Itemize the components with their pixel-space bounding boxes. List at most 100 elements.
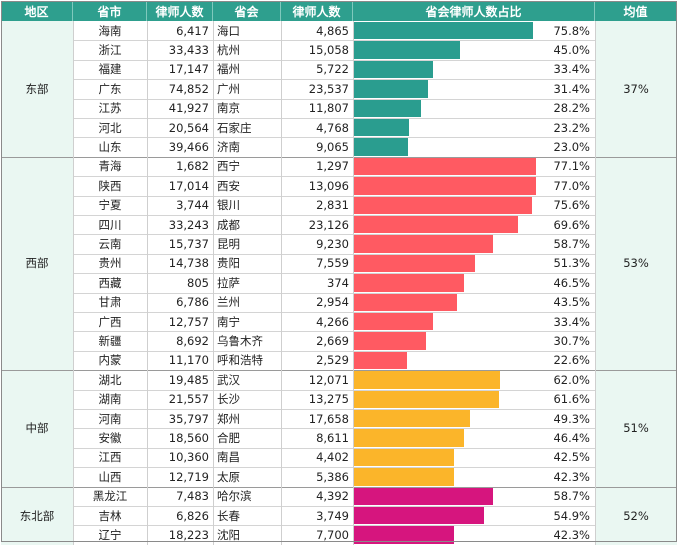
share-bar bbox=[354, 468, 454, 486]
capital-lawyers: 4,392 bbox=[316, 489, 349, 504]
row-divider bbox=[73, 447, 595, 449]
capital-lawyers: 2,831 bbox=[316, 198, 349, 213]
capital-lawyers: 4,865 bbox=[316, 23, 349, 38]
header-capital: 省会 bbox=[213, 1, 281, 21]
row-divider bbox=[73, 40, 595, 42]
capital-lawyers: 13,275 bbox=[308, 392, 349, 407]
province-name: 陕西 bbox=[98, 178, 122, 193]
share-label: 75.6% bbox=[553, 198, 590, 213]
province-name: 湖南 bbox=[98, 392, 122, 407]
share-label: 46.4% bbox=[553, 431, 590, 446]
share-label: 23.0% bbox=[553, 140, 590, 155]
capital-name: 成都 bbox=[217, 217, 240, 232]
row-divider bbox=[73, 389, 595, 391]
capital-name: 银川 bbox=[217, 198, 240, 213]
province-lawyers: 33,243 bbox=[168, 217, 209, 232]
capital-lawyers: 5,722 bbox=[316, 62, 349, 77]
share-label: 42.5% bbox=[553, 450, 590, 465]
capital-name: 南宁 bbox=[217, 314, 240, 329]
province-lawyers: 18,223 bbox=[168, 528, 209, 543]
capital-name: 福州 bbox=[217, 62, 240, 77]
header-capital-lawyers: 律师人数 bbox=[281, 1, 353, 21]
province-name: 河南 bbox=[98, 411, 122, 426]
column-divider bbox=[281, 21, 282, 545]
province-name: 安徽 bbox=[98, 431, 122, 446]
province-lawyers: 17,014 bbox=[168, 178, 209, 193]
row-divider bbox=[73, 234, 595, 236]
capital-lawyers: 12,071 bbox=[308, 372, 349, 387]
share-bar bbox=[354, 293, 457, 311]
share-label: 69.6% bbox=[553, 217, 590, 232]
average-bg bbox=[595, 156, 677, 371]
province-name: 辽宁 bbox=[98, 528, 122, 543]
share-bar bbox=[354, 526, 454, 544]
share-label: 51.3% bbox=[553, 256, 590, 271]
capital-name: 乌鲁木齐 bbox=[217, 334, 263, 349]
average-bg bbox=[595, 370, 677, 487]
share-label: 77.0% bbox=[553, 178, 590, 193]
share-label: 62.0% bbox=[553, 372, 590, 387]
share-bar bbox=[354, 371, 501, 389]
province-name: 海南 bbox=[98, 23, 122, 38]
share-bar bbox=[354, 313, 433, 331]
province-name: 贵州 bbox=[98, 256, 122, 271]
capital-lawyers: 23,537 bbox=[308, 81, 349, 96]
capital-lawyers: 2,669 bbox=[316, 334, 349, 349]
share-bar bbox=[354, 351, 408, 370]
province-name: 浙江 bbox=[98, 43, 122, 58]
province-lawyers: 6,826 bbox=[176, 508, 209, 523]
region-label: 中部 bbox=[25, 421, 49, 436]
share-label: 23.2% bbox=[553, 120, 590, 135]
share-bar bbox=[354, 429, 464, 447]
region-average: 52% bbox=[623, 508, 649, 523]
share-bar bbox=[354, 41, 461, 59]
region-bg bbox=[1, 156, 73, 371]
province-lawyers: 3,744 bbox=[176, 198, 209, 213]
region-average: 37% bbox=[623, 81, 649, 96]
share-bar bbox=[354, 196, 533, 214]
share-bar bbox=[354, 216, 519, 234]
province-lawyers: 12,757 bbox=[168, 314, 209, 329]
capital-lawyers: 2,529 bbox=[316, 353, 349, 368]
row-divider bbox=[73, 292, 595, 294]
share-label: 28.2% bbox=[553, 101, 590, 116]
capital-name: 杭州 bbox=[217, 43, 240, 58]
province-lawyers: 19,485 bbox=[168, 372, 209, 387]
share-bar bbox=[354, 254, 476, 273]
header-average: 均值 bbox=[595, 1, 677, 21]
share-bar bbox=[354, 60, 433, 79]
share-bar bbox=[354, 274, 464, 292]
row-divider bbox=[73, 350, 595, 352]
share-label: 33.4% bbox=[553, 314, 590, 329]
region-average: 53% bbox=[623, 256, 649, 271]
header-capital-share: 省会律师人数占比 bbox=[353, 1, 595, 21]
share-label: 61.6% bbox=[553, 392, 590, 407]
region-bg bbox=[1, 21, 73, 157]
capital-lawyers: 1,297 bbox=[316, 159, 349, 174]
capital-name: 南昌 bbox=[217, 450, 240, 465]
row-divider bbox=[73, 525, 595, 527]
province-name: 福建 bbox=[98, 62, 122, 77]
province-name: 江苏 bbox=[98, 101, 122, 116]
share-bar bbox=[354, 157, 536, 176]
share-label: 58.7% bbox=[553, 489, 590, 504]
row-divider bbox=[73, 506, 595, 507]
share-label: 30.7% bbox=[553, 334, 590, 349]
province-lawyers: 74,852 bbox=[168, 81, 209, 96]
capital-name: 武汉 bbox=[217, 372, 240, 387]
share-bar bbox=[354, 177, 536, 195]
header-province: 省市 bbox=[73, 1, 147, 21]
share-label: 54.9% bbox=[553, 508, 590, 523]
share-label: 75.8% bbox=[553, 23, 590, 38]
province-lawyers: 41,927 bbox=[168, 101, 209, 116]
share-label: 33.4% bbox=[553, 62, 590, 77]
capital-name: 长沙 bbox=[217, 392, 240, 407]
row-divider bbox=[73, 59, 595, 61]
province-name: 甘肃 bbox=[98, 295, 122, 310]
province-lawyers: 17,147 bbox=[168, 62, 209, 77]
share-bar bbox=[354, 99, 421, 117]
province-lawyers: 15,737 bbox=[168, 237, 209, 252]
share-label: 43.5% bbox=[553, 295, 590, 310]
share-label: 49.3% bbox=[553, 411, 590, 426]
share-label: 46.5% bbox=[553, 275, 590, 290]
